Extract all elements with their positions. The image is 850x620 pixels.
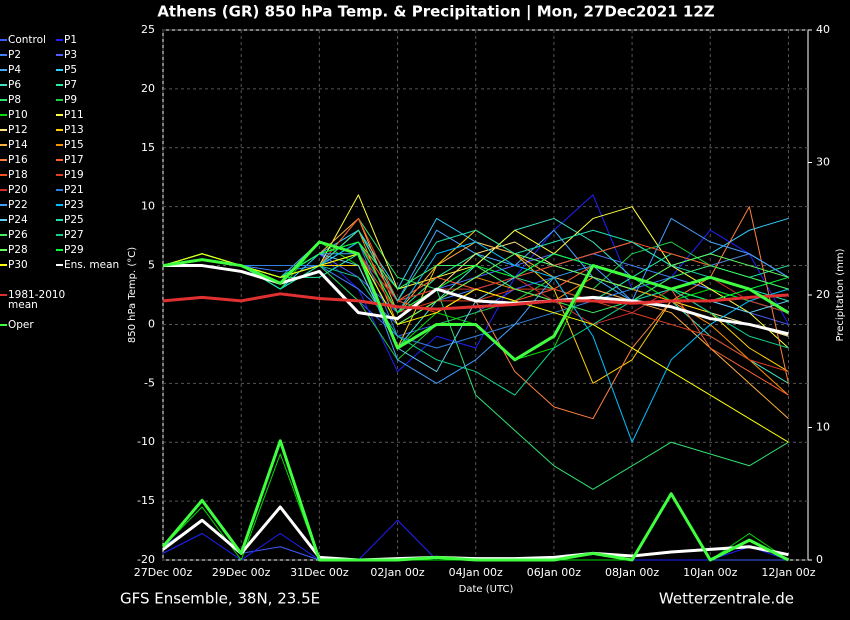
- legend-label: P24: [8, 214, 28, 226]
- legend-label: P28: [8, 244, 28, 256]
- legend-label: P23: [64, 199, 84, 211]
- temp-line: [162, 229, 789, 302]
- legend-label: P13: [64, 124, 84, 136]
- legend-label: P9: [64, 94, 77, 106]
- y2-tick-label: 30: [816, 156, 830, 169]
- legend-label: P16: [8, 154, 28, 166]
- y2-tick-label: 10: [816, 421, 830, 434]
- legend-label: P14: [8, 139, 28, 151]
- legend-label: Oper: [8, 319, 34, 331]
- x-tick-label: 06Jan 00z: [527, 566, 581, 579]
- legend-label: P15: [64, 139, 84, 151]
- y-tick-label: -15: [137, 494, 155, 507]
- y2-tick-label: 40: [816, 23, 830, 36]
- y-tick-label: -5: [144, 376, 155, 389]
- legend-label: P29: [64, 244, 84, 256]
- x-tick-label: 12Jan 00z: [761, 566, 815, 579]
- y2-tick-label: 20: [816, 288, 830, 301]
- x-tick-label: 08Jan 00z: [605, 566, 659, 579]
- y-axis-label: 850 hPa Temp. (°C): [127, 247, 138, 343]
- y-tick-label: -10: [137, 435, 155, 448]
- x-tick-label: 02Jan 00z: [370, 566, 424, 579]
- x-tick-label: 27Dec 00z: [134, 566, 193, 579]
- y2-axis-label: Precipitation (mm): [835, 248, 846, 341]
- legend-label: P3: [64, 49, 77, 61]
- legend-label: P10: [8, 109, 28, 121]
- legend-label: P30: [8, 259, 28, 271]
- legend-label: P2: [8, 49, 21, 61]
- legend-label: P4: [8, 64, 21, 76]
- y-tick-label: 5: [148, 259, 155, 272]
- legend-label: P25: [64, 214, 84, 226]
- legend-label: P7: [64, 79, 77, 91]
- y-tick-label: -20: [137, 553, 155, 566]
- legend-label: P22: [8, 199, 28, 211]
- legend-label: Ens. mean: [64, 259, 119, 271]
- legend-label: P21: [64, 184, 84, 196]
- temp-line: [162, 292, 789, 311]
- legend-label: P19: [64, 169, 84, 181]
- y-tick-label: 25: [141, 23, 155, 36]
- temp-line: [163, 264, 789, 336]
- legend-label: P5: [64, 64, 77, 76]
- legend-label: Control: [8, 34, 46, 46]
- legend-label: P18: [8, 169, 28, 181]
- x-tick-label: 04Jan 00z: [449, 566, 503, 579]
- precip-line: [161, 439, 790, 562]
- temp-line: [162, 240, 790, 362]
- footer-right: Wetterzentrale.de: [659, 590, 794, 608]
- legend-label: P26: [8, 229, 28, 241]
- y-tick-label: 20: [141, 82, 155, 95]
- x-tick-label: 31Dec 00z: [290, 566, 349, 579]
- legend-label: P8: [8, 94, 21, 106]
- footer-left: GFS Ensemble, 38N, 23.5E: [120, 590, 320, 608]
- y-tick-label: 0: [148, 317, 155, 330]
- legend-label: P6: [8, 79, 21, 91]
- x-axis-label: Date (UTC): [459, 584, 514, 595]
- chart-title: Athens (GR) 850 hPa Temp. & Precipitatio…: [157, 3, 714, 22]
- legend-label: P12: [8, 124, 28, 136]
- x-tick-label: 29Dec 00z: [212, 566, 271, 579]
- legend-label: 1981-2010 mean: [8, 289, 65, 311]
- temp-line: [162, 253, 789, 443]
- y-tick-label: 10: [141, 200, 155, 213]
- x-tick-label: 10Jan 00z: [683, 566, 737, 579]
- y-tick-label: 15: [141, 141, 155, 154]
- legend-label: P1: [64, 34, 77, 46]
- y2-tick-label: 0: [816, 553, 823, 566]
- legend-label: P11: [64, 109, 84, 121]
- legend-label: P27: [64, 229, 84, 241]
- legend-label: P17: [64, 154, 84, 166]
- legend-label: P20: [8, 184, 28, 196]
